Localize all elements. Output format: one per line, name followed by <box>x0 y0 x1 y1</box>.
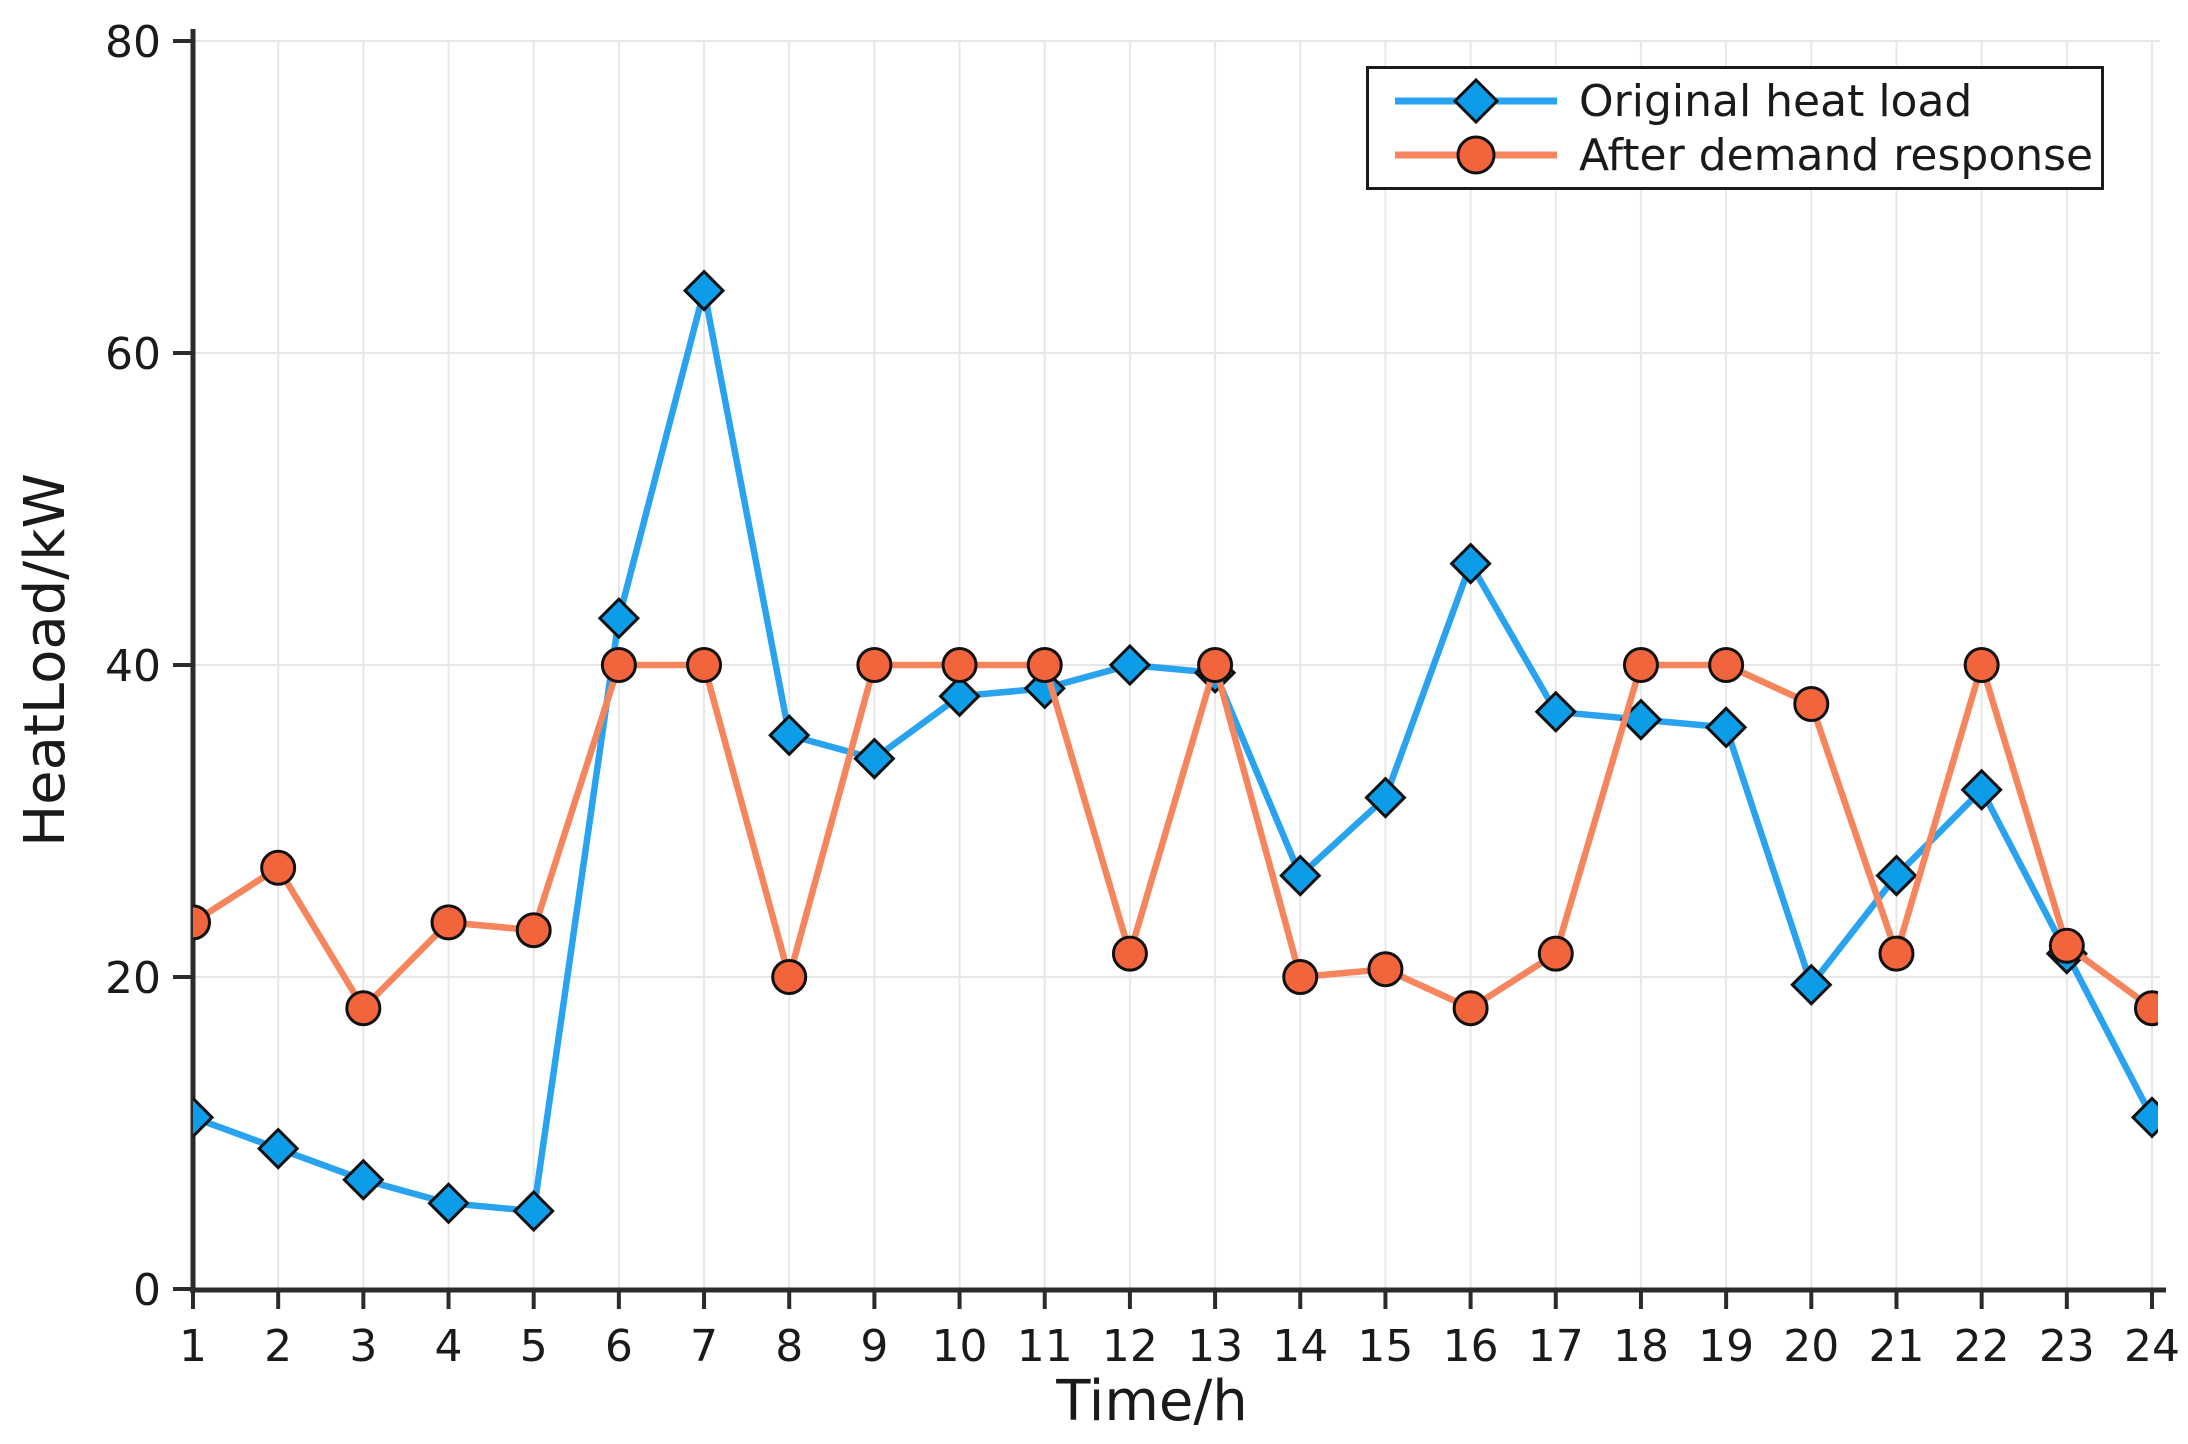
x-tick-label-7: 7 <box>690 1321 718 1372</box>
marker-diamond <box>1960 768 2003 811</box>
marker-diamond <box>597 597 640 640</box>
x-tick-label-19: 19 <box>1698 1321 1754 1372</box>
series-line <box>193 661 2154 1012</box>
marker-diamond <box>768 714 811 757</box>
marker-circle <box>941 647 978 683</box>
marker-circle <box>515 912 552 949</box>
x-tick-label-10: 10 <box>932 1321 988 1372</box>
marker-circle <box>856 647 893 683</box>
marker-diamond <box>1790 963 1833 1006</box>
x-tick-label-8: 8 <box>775 1321 803 1372</box>
x-tick-label-24: 24 <box>2124 1321 2180 1372</box>
x-tick-label-11: 11 <box>1017 1321 1073 1372</box>
marker-circle <box>430 904 467 941</box>
x-tick-label-16: 16 <box>1443 1321 1499 1372</box>
marker-circle <box>1452 990 1489 1027</box>
marker-circle <box>1793 686 1830 722</box>
marker-diamond <box>938 675 981 718</box>
x-tick-label-6: 6 <box>605 1321 633 1372</box>
marker-circle <box>686 647 723 683</box>
marker-diamond <box>1279 854 1322 897</box>
y-tick-label-40: 40 <box>105 641 161 692</box>
marker-diamond <box>193 1096 215 1139</box>
x-tick-label-22: 22 <box>1954 1321 2010 1372</box>
marker-diamond <box>257 1127 300 1170</box>
marker-diamond <box>427 1182 470 1225</box>
x-axis-title: Time/h <box>1056 1369 1248 1434</box>
x-tick-label-21: 21 <box>1868 1321 1924 1372</box>
legend-circle-icon <box>1456 135 1496 175</box>
x-tick-label-14: 14 <box>1272 1321 1328 1372</box>
x-tick-label-2: 2 <box>264 1321 292 1372</box>
legend-label-after: After demand response <box>1579 129 2094 181</box>
marker-circle <box>771 959 808 995</box>
marker-diamond <box>2130 1096 2158 1139</box>
legend-box: Original heat load After demand response <box>1366 66 2104 190</box>
y-tick-label-80: 80 <box>105 17 161 68</box>
legend-item-after: After demand response <box>1369 128 2101 182</box>
y-tick-label-60: 60 <box>105 329 161 380</box>
series-after-demand-response <box>193 647 2158 1027</box>
legend-swatch-after <box>1395 135 1557 175</box>
x-tick-label-23: 23 <box>2039 1321 2095 1372</box>
marker-circle <box>193 904 211 941</box>
x-tick-label-5: 5 <box>520 1321 548 1372</box>
marker-circle <box>1367 951 1404 988</box>
legend-swatch-original <box>1395 78 1557 124</box>
legend-label-original: Original heat load <box>1579 75 1973 127</box>
x-tick-label-4: 4 <box>435 1321 463 1372</box>
marker-circle <box>1708 647 1745 683</box>
x-tick-label-18: 18 <box>1613 1321 1669 1372</box>
marker-circle <box>1878 935 1915 972</box>
y-axis-title: HeatLoad/kW <box>13 473 78 847</box>
marker-diamond <box>1534 690 1577 733</box>
legend-item-original: Original heat load <box>1369 74 2101 128</box>
marker-diamond <box>512 1189 555 1233</box>
marker-diamond <box>1705 706 1748 749</box>
x-tick-label-12: 12 <box>1102 1321 1158 1372</box>
marker-circle <box>1963 647 2000 683</box>
marker-circle <box>345 990 382 1027</box>
marker-diamond <box>853 737 896 780</box>
marker-circle <box>1537 935 1574 972</box>
y-tick-label-0: 0 <box>133 1265 161 1316</box>
x-tick-label-3: 3 <box>349 1321 377 1372</box>
marker-circle <box>1197 647 1234 683</box>
marker-circle <box>1111 935 1148 972</box>
x-tick-label-17: 17 <box>1528 1321 1584 1372</box>
marker-diamond <box>1875 854 1918 897</box>
x-tick-label-9: 9 <box>860 1321 888 1372</box>
legend-diamond-icon <box>1452 78 1500 124</box>
x-tick-label-13: 13 <box>1187 1321 1243 1372</box>
marker-diamond <box>1364 776 1407 819</box>
marker-circle <box>2134 990 2158 1027</box>
marker-diamond <box>682 269 726 312</box>
marker-circle <box>2048 927 2085 964</box>
marker-diamond <box>342 1158 385 1201</box>
x-tick-label-1: 1 <box>179 1321 207 1372</box>
marker-diamond <box>1108 643 1152 687</box>
y-tick-label-20: 20 <box>105 953 161 1004</box>
marker-circle <box>1622 647 1659 683</box>
marker-diamond <box>1449 542 1492 585</box>
x-tick-label-20: 20 <box>1783 1321 1839 1372</box>
x-tick-label-15: 15 <box>1357 1321 1413 1372</box>
series-original-heat-load <box>193 269 2158 1233</box>
marker-circle <box>260 849 297 886</box>
marker-circle <box>1282 959 1319 995</box>
series-line <box>193 287 2155 1215</box>
marker-circle <box>600 647 637 683</box>
marker-circle <box>1026 647 1063 683</box>
